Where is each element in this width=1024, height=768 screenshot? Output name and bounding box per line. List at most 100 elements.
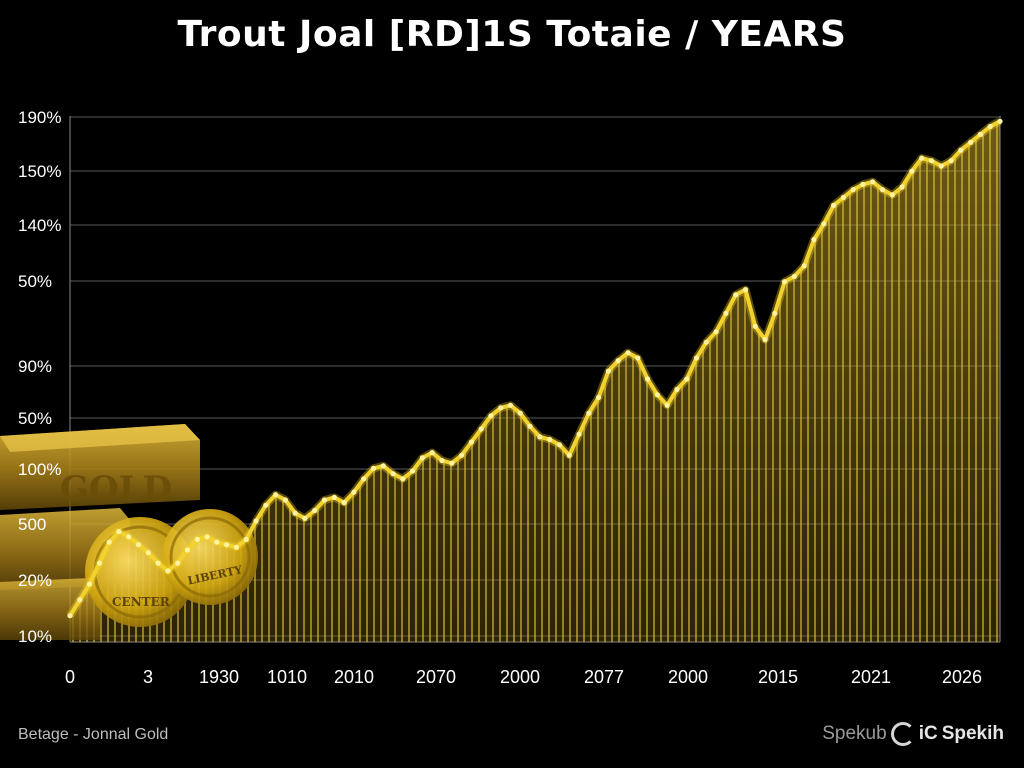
data-point xyxy=(928,158,935,164)
data-point xyxy=(674,386,680,393)
x-tick-label: 2000 xyxy=(668,667,708,687)
data-point xyxy=(645,376,651,382)
area-series xyxy=(70,121,1000,643)
y-tick-label: 50% xyxy=(18,272,52,291)
y-axis-ticks: 190% 150% 140% 50% 90% 50% 100% 500 20% 10% xyxy=(18,108,61,646)
y-tick-label: 10% xyxy=(18,627,52,646)
data-point xyxy=(204,534,210,540)
data-point xyxy=(821,221,827,227)
data-point xyxy=(791,273,798,279)
data-point xyxy=(615,358,621,364)
data-point xyxy=(488,413,494,419)
source-caption: Betage - Jonnal Gold xyxy=(18,726,169,743)
x-tick-label: 2077 xyxy=(584,667,624,687)
x-tick-label: 0 xyxy=(65,667,75,687)
data-point xyxy=(948,158,954,164)
data-point xyxy=(312,507,318,514)
gold-bars-image: GOLD xyxy=(0,424,200,640)
data-point xyxy=(390,471,396,477)
data-point xyxy=(762,337,768,343)
data-point xyxy=(135,542,142,548)
data-point xyxy=(370,465,377,471)
data-point xyxy=(879,187,886,193)
x-axis-ticks: 0 3 1930 1010 2010 2070 2000 2077 2000 2015 2021 20… xyxy=(65,667,982,687)
y-tick-label: 190% xyxy=(18,108,61,127)
data-point xyxy=(214,539,220,545)
data-point xyxy=(126,534,132,540)
data-point xyxy=(537,434,543,440)
data-point xyxy=(723,310,729,316)
data-point xyxy=(468,439,474,445)
brand-faint-text: Spekub xyxy=(822,723,887,744)
data-point xyxy=(547,436,553,443)
data-point xyxy=(625,350,631,356)
data-point xyxy=(439,457,445,464)
data-point xyxy=(507,402,514,408)
data-point xyxy=(654,392,661,398)
data-point xyxy=(909,168,915,174)
data-point xyxy=(96,560,102,566)
x-tick-label: 1010 xyxy=(267,667,307,687)
y-tick-label: 500 xyxy=(18,515,46,534)
data-point xyxy=(410,468,416,474)
x-tick-label: 2026 xyxy=(942,667,982,687)
data-point xyxy=(968,139,974,145)
data-point xyxy=(596,394,602,400)
brand-logo-icon xyxy=(890,722,915,746)
data-point xyxy=(263,502,269,508)
x-tick-label: 2070 xyxy=(416,667,456,687)
data-point xyxy=(478,426,484,432)
data-point xyxy=(165,568,171,574)
data-point xyxy=(605,368,612,374)
data-point xyxy=(282,497,288,503)
data-point xyxy=(870,179,876,185)
data-point xyxy=(498,405,504,411)
data-point xyxy=(742,287,749,293)
data-point xyxy=(527,423,533,429)
data-point xyxy=(351,489,357,495)
data-point xyxy=(292,510,298,516)
data-point xyxy=(889,192,895,198)
data-point xyxy=(703,339,709,345)
chart-title: Trout Joal [RD]1S Totaie / YEARS xyxy=(177,14,847,55)
data-point xyxy=(938,163,944,169)
data-point xyxy=(566,452,572,458)
data-point xyxy=(752,323,758,329)
x-tick-label: 1930 xyxy=(199,667,239,687)
data-point xyxy=(400,476,406,482)
y-tick-label: 20% xyxy=(18,571,52,590)
data-point xyxy=(556,442,563,448)
data-point xyxy=(840,194,847,201)
data-point xyxy=(772,310,778,316)
brand-logo: Spekub iC Spekih xyxy=(822,722,1004,746)
data-point xyxy=(419,455,425,461)
data-point xyxy=(184,547,191,553)
data-point xyxy=(449,460,455,466)
data-point xyxy=(664,402,670,408)
data-point xyxy=(919,155,925,161)
x-tick-label: 3 xyxy=(143,667,153,687)
data-point xyxy=(194,536,200,543)
x-tick-label: 2010 xyxy=(334,667,374,687)
x-tick-label: 2021 xyxy=(851,667,891,687)
brand-icon-text: iC xyxy=(918,723,938,744)
data-point xyxy=(233,544,239,550)
data-point xyxy=(801,263,807,269)
data-point xyxy=(77,597,83,603)
data-point xyxy=(713,329,719,335)
y-tick-label: 100% xyxy=(18,460,61,479)
data-point xyxy=(977,131,984,137)
data-point xyxy=(997,118,1003,124)
data-point xyxy=(87,581,93,587)
data-point xyxy=(106,539,112,545)
data-point xyxy=(958,147,964,153)
coin-text-1: CENTER xyxy=(112,595,171,609)
data-point xyxy=(987,123,993,130)
data-point xyxy=(321,497,328,503)
data-point xyxy=(331,494,337,500)
gold-coins-image: CENTER LIBERTY xyxy=(85,509,258,627)
data-point xyxy=(302,515,308,522)
data-point xyxy=(67,613,73,619)
data-point xyxy=(253,518,259,524)
y-tick-label: 140% xyxy=(18,216,61,235)
